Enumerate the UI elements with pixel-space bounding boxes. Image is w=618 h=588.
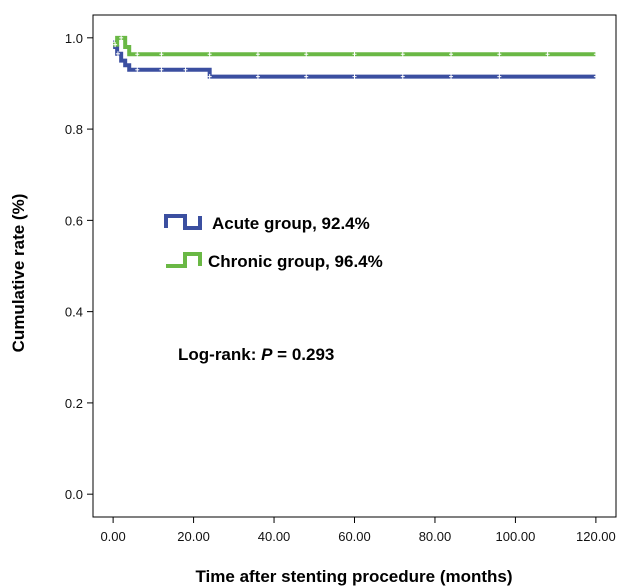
- log-rank-prefix: Log-rank:: [178, 345, 261, 364]
- y-tick-label: 0.8: [65, 122, 83, 137]
- legend-label-acute: Acute group, 92.4%: [212, 214, 370, 233]
- y-tick-label: 0.4: [65, 305, 83, 320]
- legend-item-chronic: Chronic group, 96.4%: [166, 252, 383, 271]
- y-tick-label: 1.0: [65, 31, 83, 46]
- x-axis-title: Time after stenting procedure (months): [195, 567, 512, 586]
- p-symbol: P: [261, 345, 273, 364]
- series-layer: [112, 35, 598, 80]
- legend-item-acute: Acute group, 92.4%: [164, 214, 370, 233]
- y-axis-title: Cumulative rate (%): [9, 194, 28, 353]
- y-axis: 0.0 0.2 0.4 0.6 0.8 1.0: [65, 31, 93, 502]
- x-tick-label: 100.00: [496, 529, 536, 544]
- y-tick-label: 0.0: [65, 487, 83, 502]
- y-tick-label: 0.2: [65, 396, 83, 411]
- x-tick-label: 80.00: [419, 529, 452, 544]
- legend-label-chronic: Chronic group, 96.4%: [208, 252, 383, 271]
- x-axis: 0.00 20.00 40.00 60.00 80.00 100.00 120.00: [100, 517, 616, 544]
- x-tick-label: 20.00: [177, 529, 210, 544]
- log-rank-annotation: Log-rank: P = 0.293: [178, 345, 334, 364]
- x-tick-label: 60.00: [338, 529, 371, 544]
- p-value: = 0.293: [272, 345, 334, 364]
- x-tick-label: 40.00: [258, 529, 291, 544]
- x-tick-label: 120.00: [576, 529, 616, 544]
- legend-swatch-acute: [164, 214, 202, 230]
- legend: Acute group, 92.4% Chronic group, 96.4%: [164, 214, 383, 271]
- legend-swatch-chronic: [166, 252, 202, 268]
- y-tick-label: 0.6: [65, 213, 83, 228]
- x-tick-label: 0.00: [100, 529, 125, 544]
- series-line-1: [113, 35, 596, 57]
